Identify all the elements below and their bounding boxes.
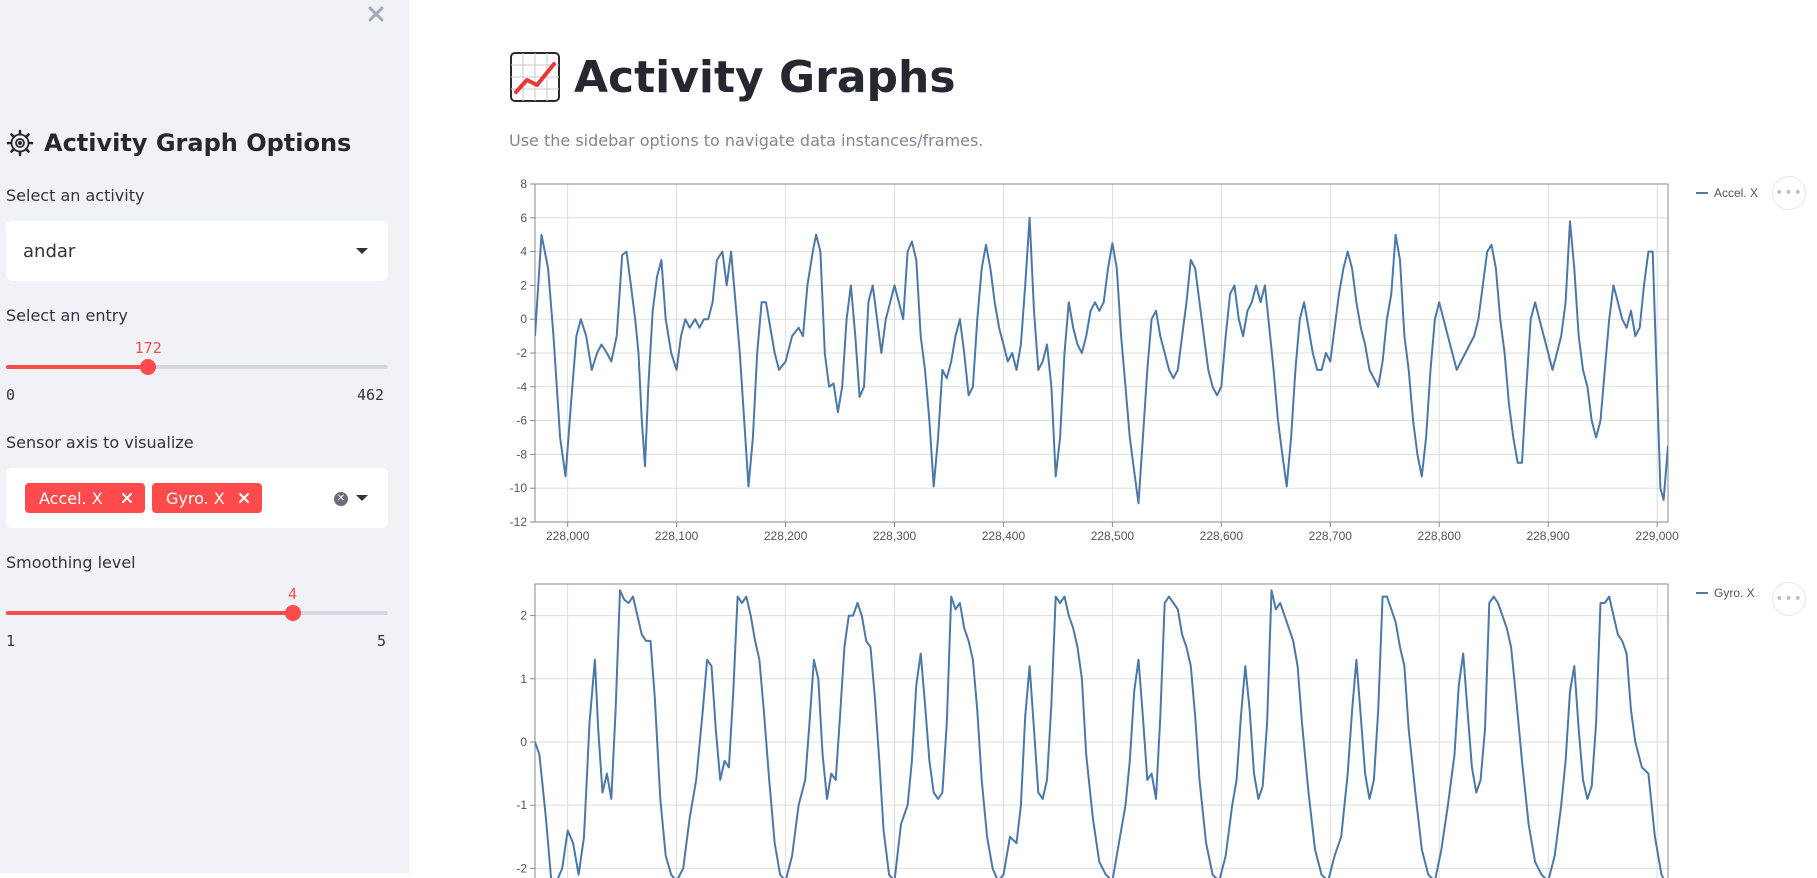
remove-tag-button[interactable] (234, 488, 254, 508)
entry-slider-max: 462 (357, 386, 385, 404)
smoothing-label: Smoothing level (6, 553, 136, 572)
smoothing-slider[interactable]: 4 (6, 585, 388, 633)
y-tick-label: 4 (520, 245, 527, 259)
series-line (535, 216, 1668, 505)
smoothing-slider-value: 4 (287, 585, 298, 603)
activity-select-value: andar (23, 240, 76, 262)
legend-label: Accel. X (1714, 186, 1758, 200)
x-tick-label: 228,000 (546, 529, 590, 543)
x-tick-label: 228,300 (873, 529, 917, 543)
remove-tag-button[interactable] (117, 488, 137, 508)
tag-accel-x: Accel. X (25, 483, 145, 513)
y-tick-label: 1 (520, 672, 527, 686)
gyro-x-chart: 2 1 0 -1 -2 Gyro. X (500, 572, 1810, 878)
x-tick-label: 228,500 (1091, 529, 1135, 543)
x-tick-label: 229,000 (1635, 529, 1679, 543)
y-tick-label: -10 (510, 481, 528, 495)
y-tick-label: 6 (520, 211, 527, 225)
entry-slider-thumb[interactable] (140, 359, 157, 375)
legend: Accel. X (1696, 186, 1758, 200)
x-tick-label: 228,700 (1309, 529, 1353, 543)
axis-label: Sensor axis to visualize (6, 433, 194, 452)
sidebar-footer (0, 873, 409, 878)
y-tick-label: -2 (516, 861, 527, 875)
close-icon (122, 493, 132, 503)
x-tick-label: 228,600 (1200, 529, 1244, 543)
page-title-text: Activity Graphs (574, 51, 956, 103)
tag-label: Accel. X (39, 488, 103, 508)
tag-gyro-x: Gyro. X (152, 483, 262, 513)
entry-slider-value: 172 (134, 339, 162, 357)
chart-menu-button[interactable]: ••• (1772, 582, 1806, 616)
y-tick-label: -1 (516, 798, 527, 812)
close-sidebar-button[interactable] (362, 0, 390, 28)
close-icon (368, 6, 384, 22)
axis-multiselect[interactable]: Accel. X Gyro. X ✕ (6, 468, 388, 528)
activity-select[interactable]: andar (6, 221, 388, 281)
entry-label: Select an entry (6, 306, 128, 325)
chart-increasing-icon (510, 52, 560, 102)
plot-frame (534, 183, 1669, 523)
page-subtitle: Use the sidebar options to navigate data… (509, 131, 984, 150)
entry-slider-min: 0 (6, 386, 16, 404)
chart-menu-button[interactable]: ••• (1772, 176, 1806, 210)
gear-icon (6, 129, 34, 157)
smoothing-slider-thumb[interactable] (284, 605, 301, 621)
x-tick-label: 228,100 (655, 529, 699, 543)
legend-label: Gyro. X (1714, 586, 1755, 600)
y-tick-label: 0 (520, 735, 527, 749)
activity-label: Select an activity (6, 186, 145, 205)
page-title: Activity Graphs (510, 42, 956, 112)
x-tick-label: 228,800 (1418, 529, 1462, 543)
tag-label: Gyro. X (166, 488, 225, 508)
accel-x-chart-svg: 228,000 228,100 228,200 228,300 228,400 228,5… (510, 177, 1758, 543)
y-tick-label: -8 (516, 447, 527, 461)
entry-slider-track (6, 365, 388, 369)
smoothing-slider-fill (6, 611, 293, 615)
y-tick-label: 0 (520, 312, 527, 326)
plot-frame (534, 583, 1669, 878)
y-tick-label: 8 (520, 177, 527, 191)
y-tick-label: -12 (510, 515, 528, 529)
chevron-down-icon[interactable] (356, 495, 368, 501)
accel-x-chart: 228,000 228,100 228,200 228,300 228,400 228,5… (500, 172, 1810, 552)
x-tick-label: 228,900 (1526, 529, 1570, 543)
smoothing-slider-max: 5 (377, 632, 387, 650)
y-tick-label: -4 (516, 380, 527, 394)
x-tick-label: 228,200 (764, 529, 808, 543)
entry-slider-fill (6, 365, 149, 369)
smoothing-slider-min: 1 (6, 632, 16, 650)
y-tick-label: -2 (516, 346, 527, 360)
legend: Gyro. X (1696, 586, 1755, 600)
chevron-down-icon (356, 248, 368, 254)
y-tick-label: 2 (520, 278, 527, 292)
gridlines (530, 183, 1668, 527)
y-tick-label: 2 (520, 609, 527, 623)
sidebar-title: Activity Graph Options (6, 126, 351, 160)
gyro-x-chart-svg: 2 1 0 -1 -2 Gyro. X (516, 583, 1755, 878)
sidebar: Activity Graph Options Select an activit… (0, 0, 409, 873)
x-tick-label: 228,400 (982, 529, 1026, 543)
y-tick-label: -6 (516, 414, 527, 428)
series-line (535, 589, 1665, 878)
entry-slider[interactable]: 172 (6, 339, 388, 387)
close-icon (239, 493, 249, 503)
clear-all-icon[interactable]: ✕ (334, 492, 348, 506)
sidebar-title-text: Activity Graph Options (44, 129, 352, 157)
